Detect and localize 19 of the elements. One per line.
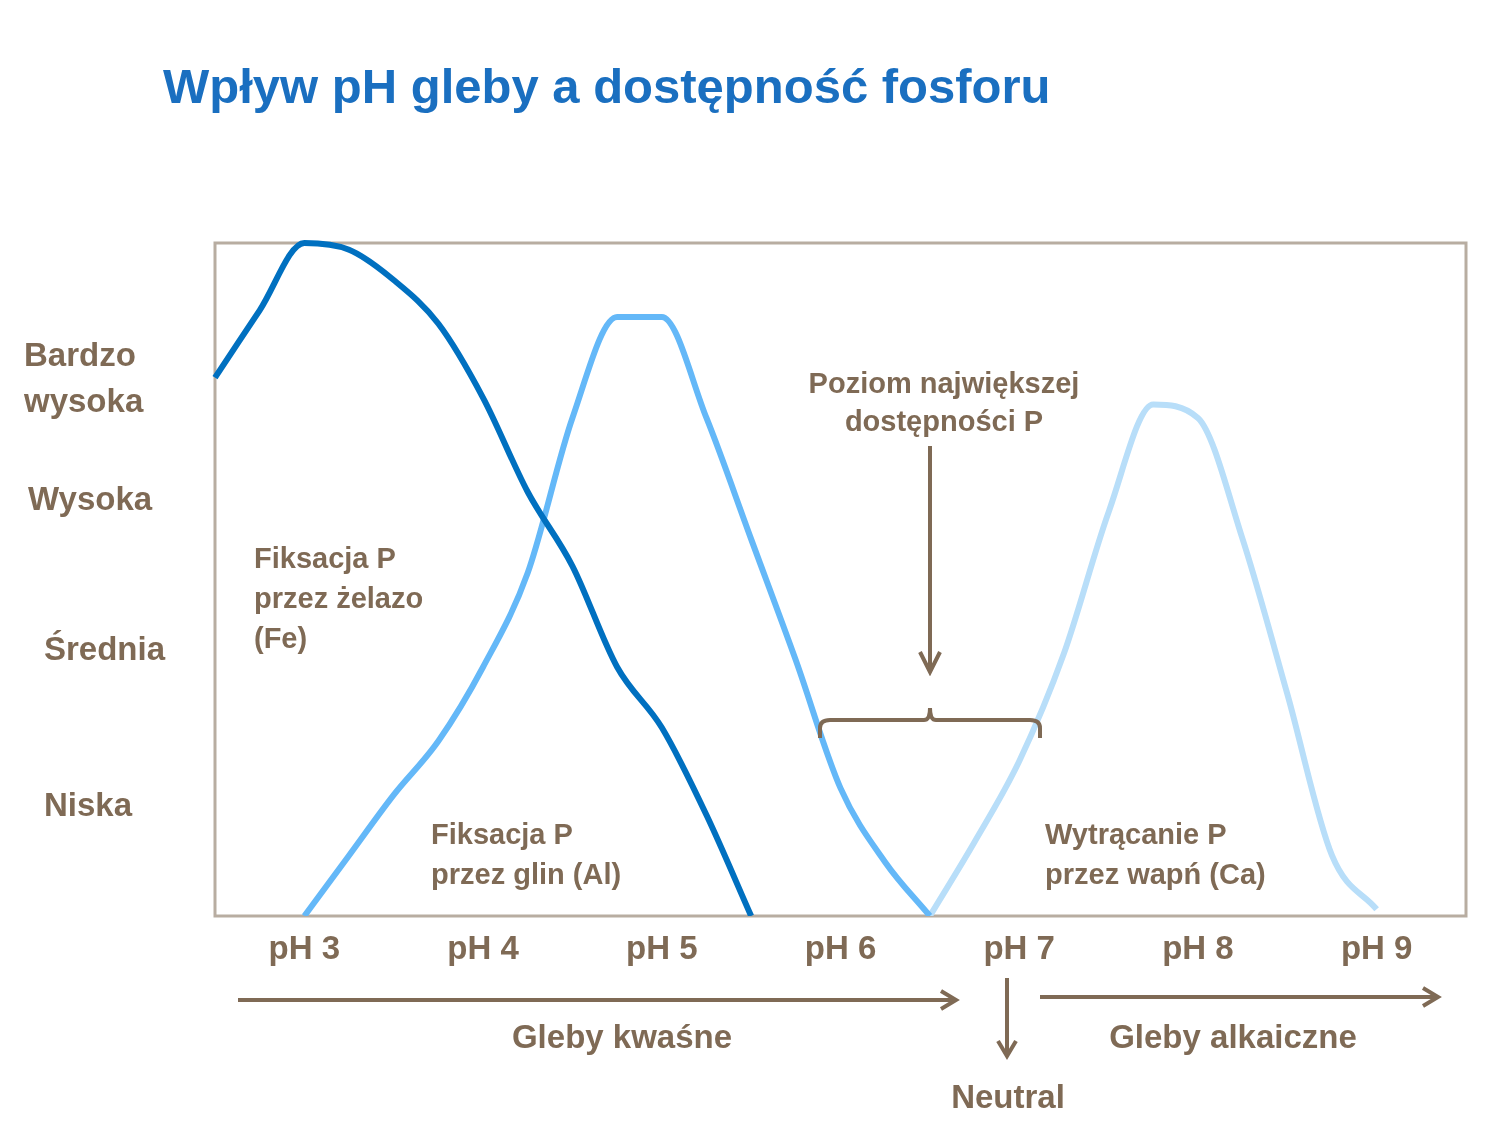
x-tick-label: pH 9 xyxy=(1340,928,1413,966)
annotation: Fiksacja P przez glin (Al) xyxy=(431,817,623,892)
text: Gleby kwaśne xyxy=(510,1017,734,1057)
annotation: Fiksacja P przez żelazo (Fe) xyxy=(254,541,425,656)
text: Neutral xyxy=(950,1077,1066,1117)
annotation: Poziom największej dostępności P xyxy=(807,366,1081,439)
x-tick-label: pH 8 xyxy=(1162,928,1234,966)
x-tick-label: pH 5 xyxy=(626,928,698,966)
text: Średnia xyxy=(44,629,167,669)
annotation: Wytrącanie P przez wapń (Ca) xyxy=(1045,817,1267,892)
x-tick-label: pH 7 xyxy=(983,928,1055,966)
chart-title: Wpływ pH gleby a dostępność fosforu xyxy=(163,58,1051,114)
x-tick-label: pH 3 xyxy=(268,928,341,966)
text: Niska xyxy=(44,785,134,825)
x-tick-label: pH 4 xyxy=(447,928,520,966)
text: Bardzo wysoka xyxy=(24,335,145,421)
text: Gleby alkaiczne xyxy=(1108,1017,1358,1057)
x-tick-label: pH 6 xyxy=(804,928,877,966)
text: Wysoka xyxy=(28,479,154,519)
